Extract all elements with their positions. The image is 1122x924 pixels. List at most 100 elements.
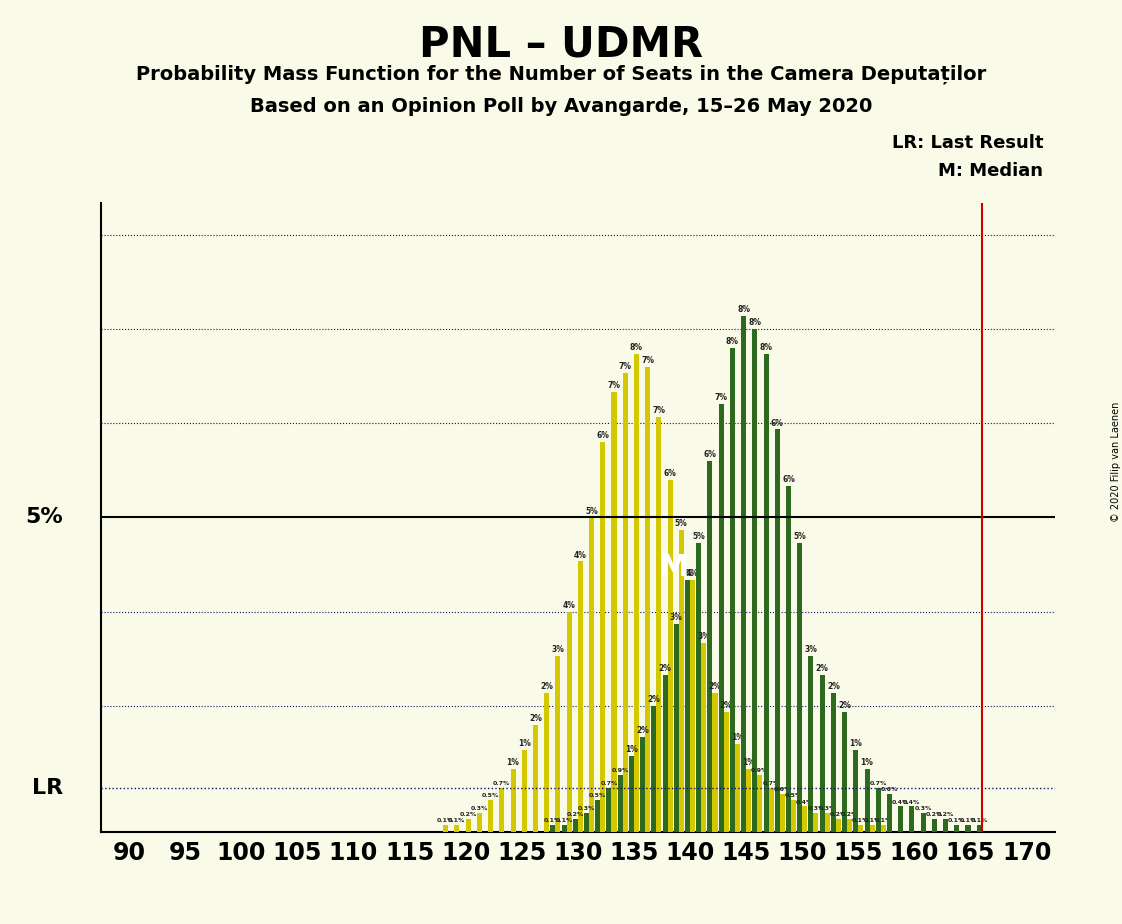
Text: 0.1%: 0.1%: [948, 819, 965, 823]
Text: © 2020 Filip van Laenen: © 2020 Filip van Laenen: [1112, 402, 1121, 522]
Text: 0.5%: 0.5%: [589, 794, 606, 798]
Text: 8%: 8%: [737, 306, 751, 314]
Text: 6%: 6%: [771, 419, 783, 428]
Bar: [522, 750, 526, 832]
Bar: [466, 819, 471, 832]
Text: 1%: 1%: [732, 733, 744, 742]
Text: 8%: 8%: [748, 318, 762, 327]
Bar: [813, 813, 818, 832]
Bar: [865, 769, 870, 832]
Bar: [544, 693, 549, 832]
Bar: [611, 392, 616, 832]
Text: 0.1%: 0.1%: [555, 819, 572, 823]
Text: 0.3%: 0.3%: [808, 806, 825, 811]
Bar: [769, 787, 773, 832]
Bar: [696, 542, 701, 832]
Text: 0.1%: 0.1%: [853, 819, 870, 823]
Bar: [684, 580, 690, 832]
Text: 1%: 1%: [743, 758, 755, 767]
Text: 4%: 4%: [563, 601, 576, 610]
Text: 0.2%: 0.2%: [926, 812, 942, 817]
Bar: [819, 675, 825, 832]
Text: LR: LR: [31, 778, 63, 797]
Text: 0.1%: 0.1%: [449, 819, 466, 823]
Bar: [802, 807, 807, 832]
Text: 0.2%: 0.2%: [842, 812, 858, 817]
Text: 0.1%: 0.1%: [971, 819, 987, 823]
Bar: [668, 480, 672, 832]
Text: 2%: 2%: [647, 695, 660, 704]
Text: 1%: 1%: [625, 746, 637, 754]
Bar: [578, 562, 582, 832]
Bar: [477, 813, 482, 832]
Bar: [954, 825, 959, 832]
Bar: [600, 442, 605, 832]
Text: 8%: 8%: [629, 343, 643, 352]
Text: 3%: 3%: [670, 614, 682, 623]
Bar: [774, 430, 780, 832]
Text: M: Median: M: Median: [938, 162, 1043, 179]
Text: 0.7%: 0.7%: [600, 781, 617, 785]
Text: 2%: 2%: [659, 663, 671, 673]
Bar: [585, 813, 589, 832]
Text: 8%: 8%: [760, 343, 773, 352]
Text: 2%: 2%: [541, 683, 553, 691]
Text: 0.2%: 0.2%: [937, 812, 954, 817]
Text: Probability Mass Function for the Number of Seats in the Camera Deputaților: Probability Mass Function for the Number…: [136, 65, 986, 84]
Text: 0.1%: 0.1%: [959, 819, 976, 823]
Text: 6%: 6%: [782, 475, 794, 484]
Bar: [909, 807, 914, 832]
Bar: [808, 656, 813, 832]
Text: 0.9%: 0.9%: [752, 768, 769, 773]
Bar: [607, 787, 611, 832]
Text: 0.7%: 0.7%: [763, 781, 780, 785]
Text: 5%: 5%: [586, 506, 598, 516]
Text: 2%: 2%: [816, 663, 828, 673]
Text: 1%: 1%: [849, 739, 862, 748]
Bar: [825, 813, 829, 832]
Text: 3%: 3%: [804, 645, 817, 654]
Text: 0.1%: 0.1%: [438, 819, 454, 823]
Bar: [886, 794, 892, 832]
Text: 1%: 1%: [861, 758, 873, 767]
Bar: [931, 819, 937, 832]
Bar: [842, 712, 847, 832]
Bar: [942, 819, 948, 832]
Bar: [662, 675, 668, 832]
Bar: [679, 530, 683, 832]
Bar: [701, 643, 706, 832]
Bar: [443, 825, 448, 832]
Bar: [881, 825, 885, 832]
Bar: [763, 354, 769, 832]
Bar: [555, 656, 560, 832]
Bar: [550, 825, 555, 832]
Bar: [651, 706, 656, 832]
Text: 0.3%: 0.3%: [471, 806, 488, 811]
Text: 6%: 6%: [664, 468, 677, 478]
Text: 7%: 7%: [715, 394, 728, 403]
Bar: [854, 750, 858, 832]
Bar: [596, 800, 600, 832]
Bar: [623, 373, 627, 832]
Text: M: M: [657, 553, 689, 582]
Bar: [787, 486, 791, 832]
Bar: [533, 724, 537, 832]
Bar: [656, 417, 661, 832]
Text: 5%: 5%: [675, 519, 688, 529]
Bar: [847, 819, 852, 832]
Bar: [752, 329, 757, 832]
Text: 6%: 6%: [703, 450, 716, 459]
Bar: [708, 461, 712, 832]
Text: 0.2%: 0.2%: [830, 812, 847, 817]
Text: 0.4%: 0.4%: [797, 799, 813, 805]
Text: 0.4%: 0.4%: [903, 799, 920, 805]
Bar: [757, 775, 762, 832]
Bar: [573, 819, 578, 832]
Bar: [836, 819, 840, 832]
Text: 0.3%: 0.3%: [819, 806, 836, 811]
Bar: [780, 794, 784, 832]
Bar: [876, 787, 881, 832]
Bar: [634, 354, 638, 832]
Text: 2%: 2%: [530, 714, 542, 723]
Text: 0.5%: 0.5%: [482, 794, 499, 798]
